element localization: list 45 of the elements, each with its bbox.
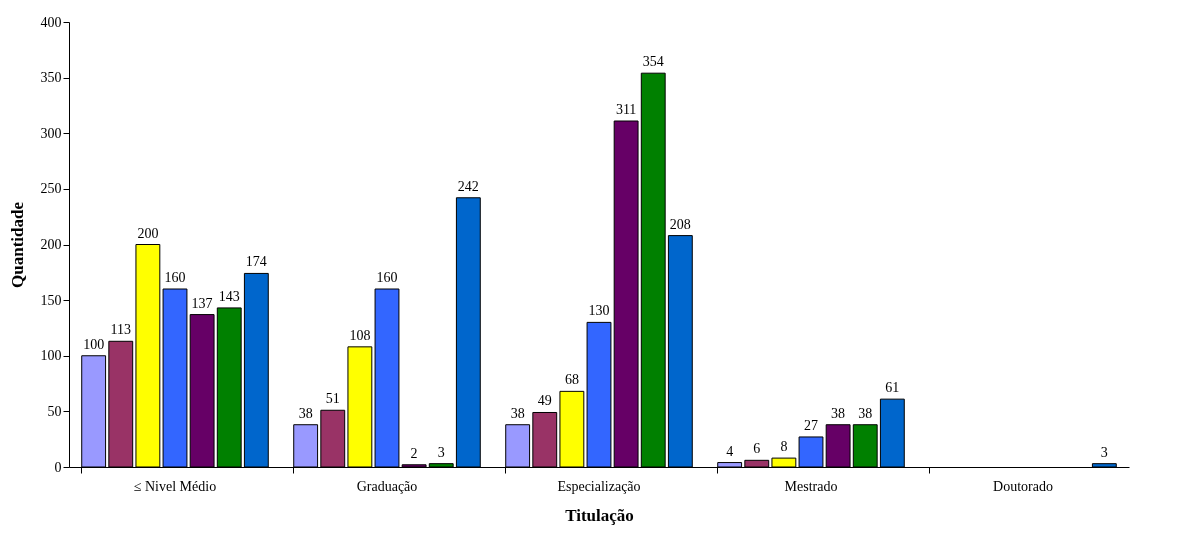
data-label: 174	[245, 254, 267, 270]
y-tick-label: 350	[40, 70, 62, 86]
data-label: 38	[298, 405, 313, 421]
data-label: 27	[804, 417, 818, 433]
data-label: 38	[510, 405, 525, 421]
data-label: 2	[410, 445, 418, 461]
data-label: 108	[349, 327, 371, 343]
data-label: 100	[83, 336, 105, 352]
y-tick-label: 250	[40, 181, 62, 197]
data-label: 51	[325, 391, 340, 407]
data-label: 208	[669, 216, 691, 232]
data-label: 242	[457, 178, 479, 194]
y-tick-label: 0	[54, 459, 62, 475]
y-tick-label: 200	[40, 237, 62, 252]
x-axis-title: Titulação	[565, 505, 634, 525]
y-tick-label: 150	[40, 292, 62, 308]
y-tick-label: 300	[40, 125, 62, 141]
data-label: 3	[1100, 444, 1108, 460]
data-label: 130	[588, 303, 610, 319]
y-tick-label: 100	[40, 348, 62, 364]
data-label: 200	[137, 225, 159, 241]
data-label: 311	[615, 102, 637, 118]
data-label: 38	[858, 405, 873, 421]
y-tick-label: 400	[40, 14, 62, 30]
x-tick-label: ≤ Nivel Médio	[133, 478, 217, 494]
data-label: 6	[753, 441, 761, 457]
y-axis-title: Quantidade	[7, 201, 27, 288]
x-tick-label: Especialização	[557, 478, 641, 494]
data-label: 4	[726, 443, 734, 459]
x-tick-label: Doutorado	[993, 478, 1053, 494]
data-label: 49	[537, 393, 552, 409]
data-label: 3	[437, 444, 445, 460]
x-tick-label: Graduação	[356, 478, 418, 494]
data-label: 137	[191, 295, 213, 311]
data-label: 113	[110, 322, 132, 338]
data-label: 160	[164, 270, 186, 285]
data-label: 68	[564, 372, 579, 388]
data-label: 354	[642, 54, 664, 70]
data-label: 160	[376, 270, 398, 285]
y-tick-label: 50	[47, 403, 62, 419]
data-label: 61	[885, 380, 900, 396]
data-label: 8	[780, 439, 788, 455]
data-label: 38	[831, 405, 846, 421]
data-label: 143	[218, 288, 240, 304]
x-tick-label: Mestrado	[784, 478, 838, 494]
